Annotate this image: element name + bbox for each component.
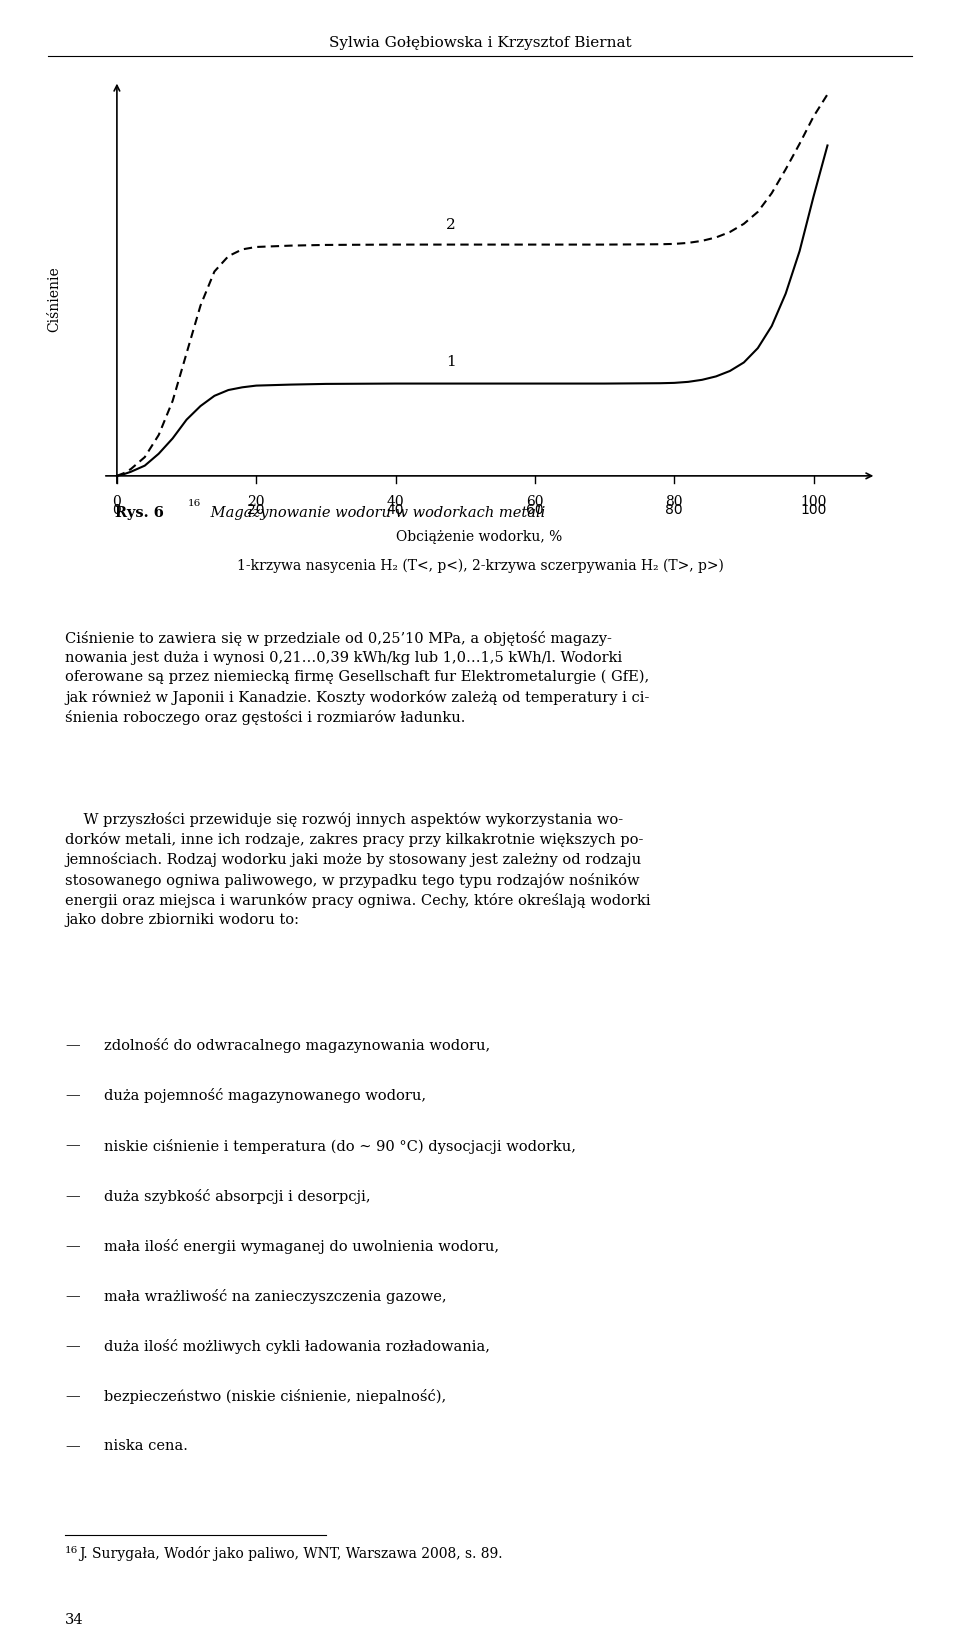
- Text: 34: 34: [65, 1613, 84, 1628]
- Text: 100: 100: [801, 495, 827, 509]
- Text: mała wrażliwość na zanieczyszczenia gazowe,: mała wrażliwość na zanieczyszczenia gazo…: [104, 1290, 446, 1305]
- Text: Sylwia Gołębiowska i Krzysztof Biernat: Sylwia Gołębiowska i Krzysztof Biernat: [328, 36, 632, 51]
- Text: Ciśnienie: Ciśnienie: [47, 266, 61, 332]
- Text: 1-krzywa nasycenia H₂ (T<, p<), 2-krzywa sczerpywania H₂ (T>, p>): 1-krzywa nasycenia H₂ (T<, p<), 2-krzywa…: [236, 559, 724, 573]
- Text: J. Surygała, Wodór jako paliwo, WNT, Warszawa 2008, s. 89.: J. Surygała, Wodór jako paliwo, WNT, War…: [79, 1546, 502, 1561]
- Text: niskie ciśnienie i temperatura (do ∼ 90 °C) dysocjacji wodorku,: niskie ciśnienie i temperatura (do ∼ 90 …: [104, 1139, 576, 1153]
- Text: duża ilość możliwych cykli ładowania rozładowania,: duża ilość możliwych cykli ładowania roz…: [104, 1339, 490, 1354]
- Text: Magazynowanie wodoru w wodorkach metali: Magazynowanie wodoru w wodorkach metali: [206, 506, 545, 521]
- Text: bezpieczeństwo (niskie ciśnienie, niepalność),: bezpieczeństwo (niskie ciśnienie, niepal…: [104, 1390, 446, 1405]
- Text: —: —: [65, 1339, 80, 1354]
- Text: Rys. 6: Rys. 6: [115, 506, 164, 521]
- Text: —: —: [65, 1290, 80, 1303]
- Text: Ciśnienie to zawiera się w przedziale od 0,25’10 MPa, a objętość magazy-
nowania: Ciśnienie to zawiera się w przedziale od…: [65, 631, 650, 725]
- Text: mała ilość energii wymaganej do uwolnienia wodoru,: mała ilość energii wymaganej do uwolnien…: [104, 1239, 499, 1254]
- Text: duża szybkość absorpcji i desorpcji,: duża szybkość absorpcji i desorpcji,: [104, 1190, 371, 1204]
- Text: —: —: [65, 1439, 80, 1454]
- Text: 60: 60: [526, 495, 543, 509]
- Text: W przyszłości przewiduje się rozwój innych aspektów wykorzystania wo-
dorków met: W przyszłości przewiduje się rozwój inny…: [65, 812, 651, 927]
- Text: Obciążenie wodorku, %: Obciążenie wodorku, %: [396, 531, 563, 544]
- Text: zdolność do odwracalnego magazynowania wodoru,: zdolność do odwracalnego magazynowania w…: [104, 1038, 490, 1053]
- Text: 0: 0: [112, 495, 121, 509]
- Text: 40: 40: [387, 495, 404, 509]
- Text: 16: 16: [188, 499, 202, 508]
- Text: 80: 80: [665, 495, 683, 509]
- Text: —: —: [65, 1038, 80, 1053]
- Text: —: —: [65, 1239, 80, 1254]
- Text: niska cena.: niska cena.: [104, 1439, 187, 1454]
- Text: —: —: [65, 1390, 80, 1403]
- Text: 2: 2: [446, 219, 456, 232]
- Text: duża pojemność magazynowanego wodoru,: duża pojemność magazynowanego wodoru,: [104, 1089, 426, 1104]
- Text: 16: 16: [65, 1546, 79, 1554]
- Text: —: —: [65, 1139, 80, 1153]
- Text: —: —: [65, 1190, 80, 1203]
- Text: 1: 1: [446, 355, 456, 368]
- Text: 20: 20: [248, 495, 265, 509]
- Text: —: —: [65, 1089, 80, 1102]
